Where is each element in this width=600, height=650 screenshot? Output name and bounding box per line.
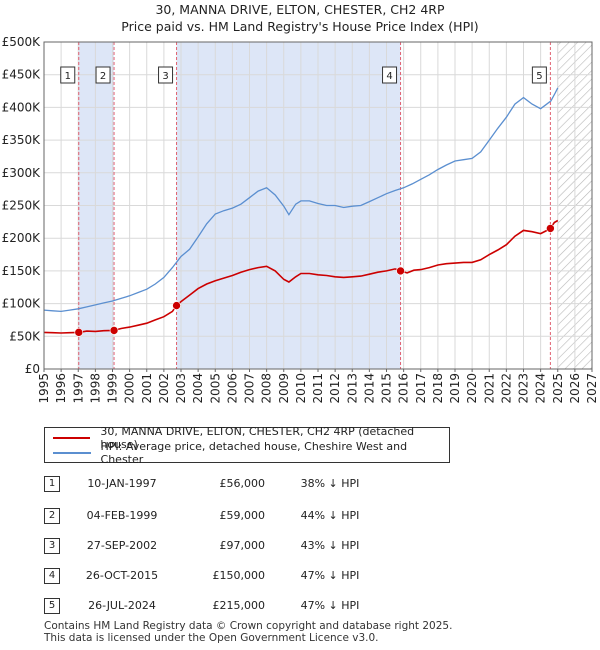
sale-number: 4: [44, 568, 60, 584]
x-tick-label: 2020: [465, 373, 479, 404]
x-tick-label: 2022: [499, 373, 513, 404]
sale-number: 5: [44, 598, 60, 614]
x-tick-label: 2008: [260, 373, 274, 404]
x-tick-label: 2005: [208, 373, 222, 404]
y-tick-label: £450K: [2, 68, 42, 82]
footer-licence: This data is licensed under the Open Gov…: [44, 632, 379, 644]
x-tick-label: 2017: [414, 373, 428, 404]
x-tick-label: 2014: [362, 373, 376, 404]
x-tick-label: 2024: [534, 373, 548, 404]
sale-number-label: 4: [386, 71, 392, 82]
x-tick-label: 2003: [174, 373, 188, 404]
x-tick-label: 2000: [123, 373, 137, 404]
sale-point: [396, 266, 405, 276]
x-tick-label: 2010: [294, 373, 308, 404]
footer-copyright: Contains HM Land Registry data © Crown c…: [44, 620, 453, 632]
sale-date: 26-JUL-2024: [88, 599, 156, 612]
x-tick-label: 2018: [431, 373, 445, 404]
sale-row: 2 04-FEB-1999 £59,000 44% ↓ HPI: [0, 508, 600, 526]
x-tick-label: 2012: [328, 373, 342, 404]
sale-point: [74, 328, 84, 337]
sale-hpi-diff: 38% ↓ HPI: [300, 477, 360, 490]
x-tick-label: 1999: [106, 373, 120, 404]
x-tick-label: 2002: [157, 373, 171, 404]
sale-hpi-diff: 44% ↓ HPI: [300, 509, 360, 522]
legend-label-hpi: HPI: Average price, detached house, Ches…: [100, 439, 408, 466]
sale-number-box: [95, 66, 111, 84]
price-chart: 1 2 3 4 5 £0 £50K £100K £150K £200K £250K £300K £350…: [2, 35, 599, 404]
x-tick-label: 1995: [37, 373, 51, 404]
y-tick-label: £250K: [2, 199, 42, 213]
sale-number-label: 2: [100, 71, 106, 82]
sale-row: 1 10-JAN-1997 £56,000 38% ↓ HPI: [0, 476, 600, 494]
sale-number: 1: [44, 476, 60, 492]
y-tick-label: £350K: [2, 133, 42, 147]
legend-line-hpi: [53, 451, 91, 454]
x-tick-label: 2011: [311, 373, 325, 404]
x-tick-label: 2019: [448, 373, 462, 404]
legend-line-property: [53, 436, 91, 439]
series-line-hpi: [43, 87, 559, 313]
sale-price: £97,000: [219, 539, 266, 552]
sale-row: 3 27-SEP-2002 £97,000 43% ↓ HPI: [0, 538, 600, 556]
sale-row: 5 26-JUL-2024 £215,000 47% ↓ HPI: [0, 598, 600, 616]
x-tick-label: 2001: [140, 373, 154, 404]
x-tick-label: 2026: [568, 373, 582, 404]
sale-price: £59,000: [219, 509, 266, 522]
sale-point: [172, 301, 181, 310]
x-tick-label: 2016: [397, 373, 411, 404]
x-tick-label: 2007: [243, 373, 257, 404]
legend-item-hpi: HPI: Average price, detached house, Ches…: [53, 440, 449, 466]
sale-point: [546, 224, 555, 233]
sale-number-box: [531, 66, 547, 84]
y-tick-label: £500K: [2, 35, 42, 49]
sale-price: £150,000: [212, 569, 266, 582]
sale-price: £56,000: [219, 477, 266, 490]
y-tick-label: £50K: [9, 329, 41, 343]
sale-point: [109, 326, 119, 335]
legend: 30, MANNA DRIVE, ELTON, CHESTER, CH2 4RP…: [44, 425, 450, 466]
sale-number-label: 1: [65, 71, 71, 82]
x-tick-label: 1997: [71, 373, 85, 404]
sale-hpi-diff: 47% ↓ HPI: [300, 569, 360, 582]
sale-number: 3: [44, 538, 60, 554]
legend-item-property: 30, MANNA DRIVE, ELTON, CHESTER, CH2 4RP…: [53, 425, 449, 451]
y-tick-label: £200K: [2, 231, 42, 245]
y-tick-label: £0: [25, 362, 40, 376]
sale-date: 10-JAN-1997: [87, 477, 157, 490]
sale-number-box: [60, 66, 76, 84]
sale-number-label: 5: [536, 71, 542, 82]
x-tick-label: 2009: [277, 373, 291, 404]
x-tick-label: 2013: [345, 373, 359, 404]
sale-row: 4 26-OCT-2015 £150,000 47% ↓ HPI: [0, 568, 600, 586]
chart-title: 30, MANNA DRIVE, ELTON, CHESTER, CH2 4RP: [155, 2, 445, 17]
sale-number-box: [158, 66, 174, 84]
x-tick-label: 2004: [191, 373, 205, 404]
sale-number-box: [382, 66, 398, 84]
sale-hpi-diff: 47% ↓ HPI: [300, 599, 360, 612]
y-tick-label: £150K: [2, 264, 42, 278]
sale-date: 27-SEP-2002: [86, 539, 158, 552]
sale-number: 2: [44, 508, 60, 524]
sale-number-label: 3: [162, 71, 168, 82]
x-tick-label: 2025: [551, 373, 565, 404]
x-tick-label: 2021: [482, 373, 496, 404]
chart-subtitle: Price paid vs. HM Land Registry's House …: [121, 19, 479, 34]
y-tick-label: £300K: [2, 166, 42, 180]
x-tick-label: 2015: [380, 373, 394, 404]
footer: Contains HM Land Registry data © Crown c…: [44, 620, 452, 644]
sale-date: 04-FEB-1999: [86, 509, 158, 522]
x-tick-label: 1996: [54, 373, 68, 404]
y-tick-label: £400K: [2, 100, 42, 114]
x-tick-label: 2023: [517, 373, 531, 404]
x-tick-label: 2027: [585, 373, 599, 404]
legend-label-property: 30, MANNA DRIVE, ELTON, CHESTER, CH2 4RP…: [100, 424, 415, 451]
x-tick-label: 1998: [88, 373, 102, 404]
sale-hpi-diff: 43% ↓ HPI: [300, 539, 360, 552]
sale-price: £215,000: [212, 599, 266, 612]
x-tick-label: 2006: [225, 373, 239, 404]
series-line-property: [43, 219, 559, 334]
sale-date: 26-OCT-2015: [85, 569, 159, 582]
y-tick-label: £100K: [2, 297, 42, 311]
